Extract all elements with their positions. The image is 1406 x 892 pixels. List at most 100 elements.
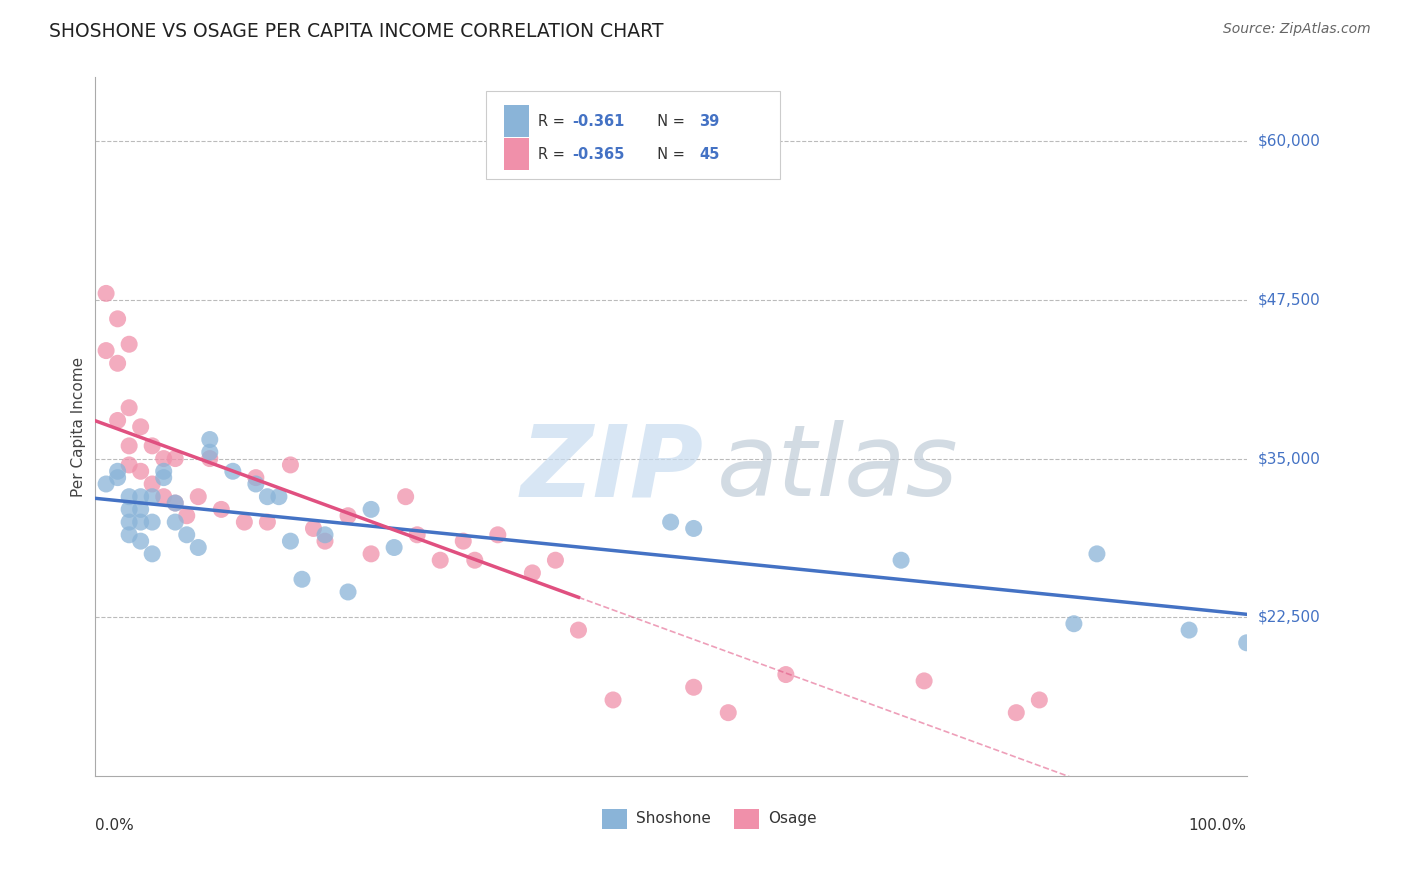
Point [187,490,209,504]
Point [717,706,740,720]
Point [451,534,474,549]
Point [775,667,797,681]
Point [118,439,141,453]
Text: Source: ZipAtlas.com: Source: ZipAtlas.com [1223,22,1371,37]
Point [198,433,221,447]
Text: R =: R = [538,147,569,161]
Point [152,464,174,478]
Point [118,490,141,504]
Point [233,515,256,529]
Point [198,445,221,459]
Point [165,451,187,466]
Text: 0.0%: 0.0% [94,818,134,833]
Text: 39: 39 [699,114,720,129]
Point [141,439,163,453]
Point [152,490,174,504]
Point [118,515,141,529]
Point [141,477,163,491]
Point [129,464,152,478]
Point [118,337,141,351]
Point [107,464,129,478]
Point [222,464,245,478]
Text: atlas: atlas [717,420,959,517]
Point [602,693,624,707]
Point [165,496,187,510]
Text: $60,000: $60,000 [1258,134,1320,148]
Point [302,521,325,535]
Point [198,451,221,466]
Point [107,470,129,484]
Point [360,547,382,561]
Point [1085,547,1108,561]
Point [314,534,336,549]
Point [395,490,418,504]
Point [141,515,163,529]
FancyBboxPatch shape [602,809,627,829]
Y-axis label: Per Capita Income: Per Capita Income [72,357,86,497]
Point [659,515,682,529]
Point [187,541,209,555]
FancyBboxPatch shape [503,138,529,169]
Point [107,413,129,427]
Point [94,343,117,358]
Point [280,534,302,549]
Point [129,534,152,549]
Point [1028,693,1050,707]
Point [176,528,198,542]
Text: Shoshone: Shoshone [636,812,711,826]
FancyBboxPatch shape [486,91,780,178]
FancyBboxPatch shape [503,105,529,136]
Point [141,490,163,504]
Text: $47,500: $47,500 [1258,293,1320,307]
Point [256,490,278,504]
Point [280,458,302,472]
Point [152,470,174,484]
Point [129,502,152,516]
Point [118,502,141,516]
Point [567,623,589,637]
Point [107,356,129,370]
Point [129,419,152,434]
Point [1005,706,1028,720]
Point [337,508,360,523]
Point [94,286,117,301]
Point [107,311,129,326]
Text: N =: N = [648,147,689,161]
Point [1178,623,1201,637]
Point [1236,636,1258,650]
Point [165,515,187,529]
Point [141,547,163,561]
Text: ZIP: ZIP [520,420,704,517]
Point [209,502,232,516]
Point [682,680,704,694]
Text: Osage: Osage [769,812,817,826]
Point [129,515,152,529]
Point [314,528,336,542]
Point [165,496,187,510]
Point [360,502,382,516]
Point [406,528,429,542]
Point [118,528,141,542]
Point [152,451,174,466]
Point [429,553,451,567]
Text: 45: 45 [699,147,720,161]
Point [245,470,267,484]
Point [337,585,360,599]
Point [176,508,198,523]
Point [291,572,314,586]
Point [890,553,912,567]
Point [118,401,141,415]
Text: $22,500: $22,500 [1258,610,1320,625]
Point [486,528,509,542]
Point [94,477,117,491]
Point [245,477,267,491]
Point [1063,616,1085,631]
Text: R =: R = [538,114,569,129]
Text: 100.0%: 100.0% [1188,818,1247,833]
Text: N =: N = [648,114,689,129]
FancyBboxPatch shape [734,809,759,829]
Text: -0.365: -0.365 [572,147,626,161]
Point [464,553,486,567]
Point [129,490,152,504]
Point [544,553,567,567]
